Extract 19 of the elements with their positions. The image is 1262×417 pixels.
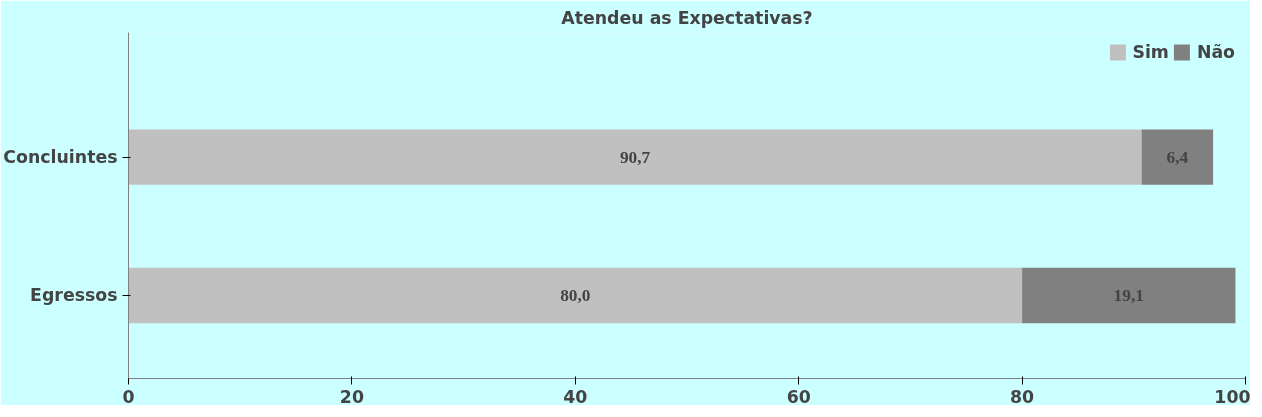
- legend-label: Não: [1196, 42, 1235, 62]
- legend-label: Sim: [1132, 42, 1169, 62]
- data-label: 90,7: [619, 147, 651, 167]
- data-label: 6,4: [1166, 147, 1189, 167]
- x-tick-label: 0: [122, 386, 135, 407]
- bar: [1022, 267, 1236, 324]
- bar: [128, 267, 1023, 324]
- y-tick-label: Egressos: [30, 285, 118, 306]
- data-label: 80,0: [560, 285, 591, 305]
- bar: [128, 129, 1142, 185]
- chart-title: Atendeu as Expectativas?: [561, 7, 813, 28]
- x-tick-label: 20: [339, 386, 364, 407]
- data-label: 19,1: [1113, 285, 1144, 305]
- x-tick-label: 40: [563, 386, 588, 407]
- y-tick-label: Concluintes: [3, 147, 118, 168]
- x-tick-label: 80: [1010, 386, 1035, 407]
- x-tick-label: 100: [1214, 386, 1251, 407]
- bar: [1141, 129, 1214, 185]
- x-tick-label: 60: [786, 386, 811, 407]
